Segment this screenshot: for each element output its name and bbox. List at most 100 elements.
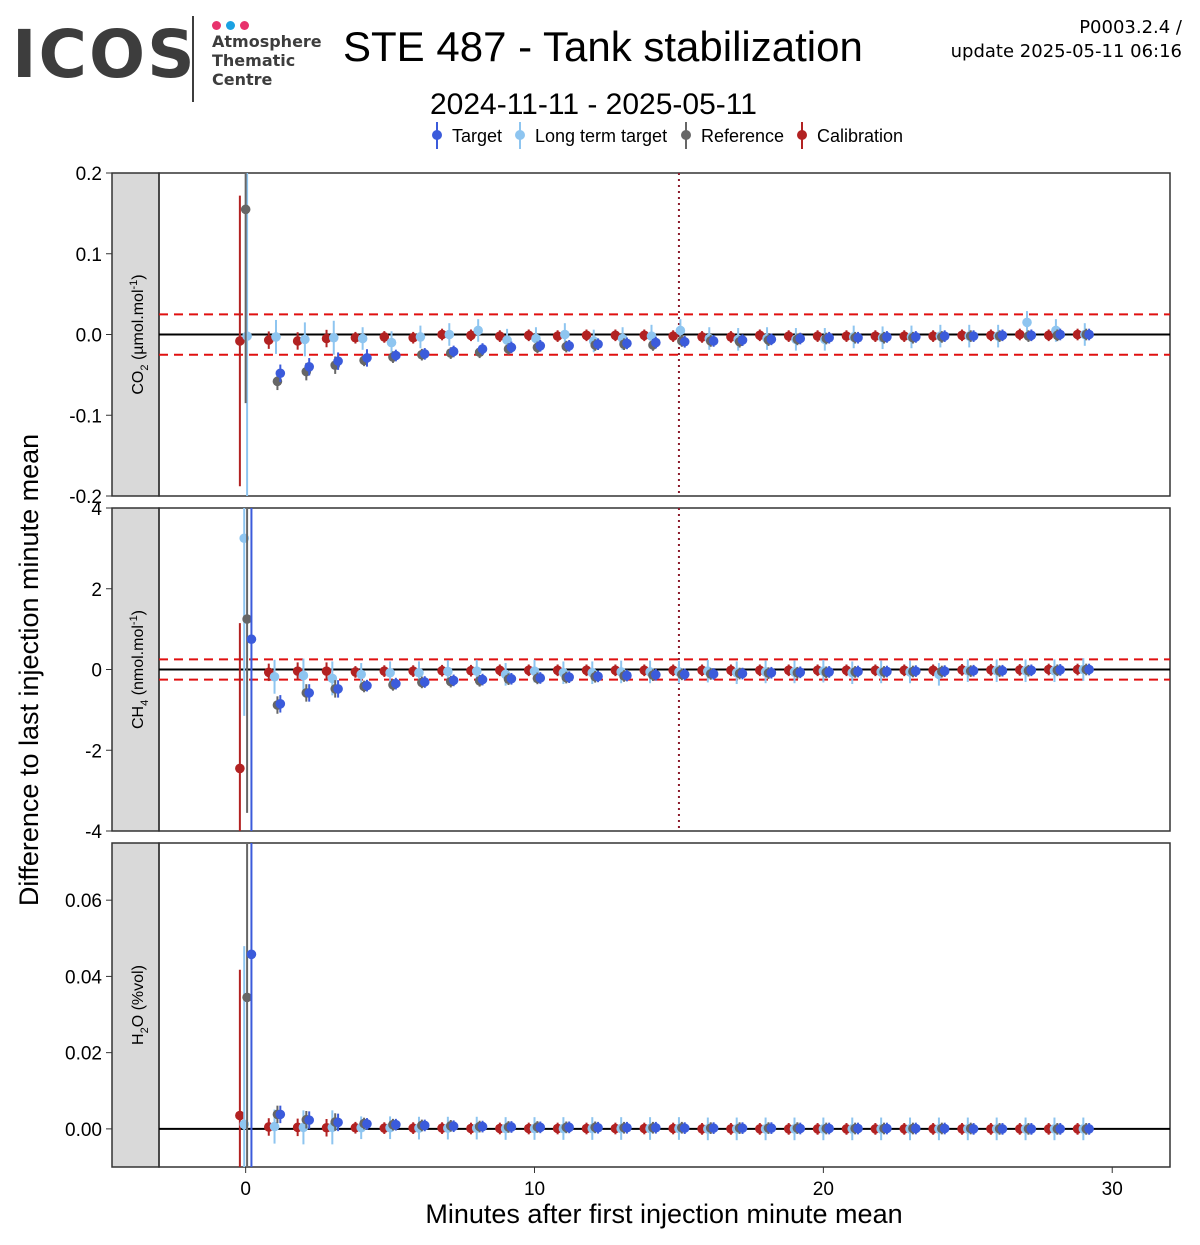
legend-label: Long term target [535, 126, 667, 146]
point-marker [386, 337, 397, 348]
data-point [1022, 311, 1032, 334]
data-point [408, 331, 418, 344]
data-point [622, 1121, 632, 1134]
data-point [263, 331, 274, 349]
data-point [622, 337, 632, 350]
point-marker [275, 699, 286, 709]
data-point [477, 343, 488, 355]
point-marker [362, 353, 372, 363]
strip-label-part: O (%vol) [130, 965, 147, 1027]
data-point [968, 330, 979, 342]
point-marker [651, 669, 661, 680]
data-point [269, 659, 280, 694]
point-marker [437, 329, 447, 340]
data-point [1084, 328, 1094, 341]
point-marker [304, 1115, 315, 1125]
data-point [419, 348, 430, 360]
logo-subtitle-line: Centre [212, 70, 273, 89]
data-point [651, 668, 661, 681]
data-point [304, 684, 315, 702]
data-point [473, 319, 483, 342]
data-point [766, 666, 777, 679]
point-marker [968, 665, 979, 676]
data-point [506, 341, 517, 354]
data-point [300, 322, 310, 357]
y-tick-label: -0.2 [69, 487, 102, 508]
point-marker [968, 1124, 979, 1134]
data-point [321, 662, 332, 680]
point-marker [939, 331, 950, 341]
point-marker [298, 670, 309, 681]
point-marker [651, 1122, 661, 1133]
point-marker [726, 332, 736, 342]
point-marker [535, 341, 546, 351]
data-point [333, 352, 343, 370]
legend-item: Long term target [515, 122, 667, 149]
point-marker [766, 334, 777, 345]
legend-item: Calibration [797, 122, 903, 149]
data-point [448, 345, 459, 358]
point-marker [1084, 1124, 1094, 1134]
data-point [737, 667, 748, 680]
legend-label: Target [452, 126, 502, 146]
data-point [356, 663, 367, 686]
point-marker [882, 666, 892, 677]
point-marker [328, 332, 339, 343]
point-marker [269, 1121, 280, 1132]
point-marker [477, 1121, 488, 1132]
strip-label-part: H [130, 1033, 147, 1045]
data-point [448, 1120, 459, 1133]
point-marker [853, 1123, 863, 1134]
x-axis-title: Minutes after first injection minute mea… [425, 1199, 902, 1229]
point-marker [242, 992, 252, 1003]
point-marker [593, 1122, 603, 1133]
date-range: 2024-11-11 - 2025-05-11 [430, 88, 757, 121]
data-point [415, 325, 426, 349]
logo-dot [226, 21, 235, 30]
point-marker [495, 331, 505, 341]
data-point [581, 329, 592, 342]
point-marker [444, 329, 455, 340]
y-tick-label: 0.04 [65, 967, 102, 988]
legend-label: Calibration [817, 126, 903, 146]
logo-subtitle-line: Atmosphere [212, 32, 322, 51]
point-marker [737, 1123, 748, 1133]
point-marker [414, 667, 424, 678]
data-point [708, 1122, 719, 1134]
point-marker [928, 331, 938, 341]
point-marker [357, 333, 368, 344]
data-point [391, 677, 401, 690]
legend-item: Target [432, 122, 502, 149]
point-marker [506, 342, 517, 353]
point-marker [523, 330, 534, 341]
data-point [362, 349, 372, 367]
point-marker [939, 666, 950, 676]
data-point [379, 331, 390, 343]
point-marker [812, 331, 823, 341]
data-point [708, 335, 719, 347]
point-marker [506, 673, 517, 684]
point-marker [1055, 329, 1066, 340]
legend-key-dot [797, 130, 807, 140]
logo-subtitle-line: Thematic [212, 51, 296, 70]
data-point [679, 335, 690, 348]
point-marker [362, 1119, 372, 1129]
y-tick-label: 0.00 [65, 1120, 102, 1141]
point-marker [1026, 330, 1037, 341]
y-tick-label: -0.1 [69, 406, 102, 427]
point-marker [795, 1123, 806, 1134]
strip-label-part: CO [130, 371, 147, 395]
point-marker [473, 325, 483, 336]
strip-label-part: 2 [139, 1027, 151, 1033]
y-tick-label: 4 [91, 499, 102, 520]
point-marker [708, 1123, 719, 1133]
strip-label-part: 2 [139, 364, 151, 370]
point-marker [415, 332, 426, 342]
point-marker [300, 334, 310, 345]
point-marker [766, 1123, 777, 1133]
panel-strip [111, 507, 160, 832]
data-point [385, 661, 395, 685]
data-point [939, 330, 950, 342]
point-marker [275, 1109, 286, 1120]
